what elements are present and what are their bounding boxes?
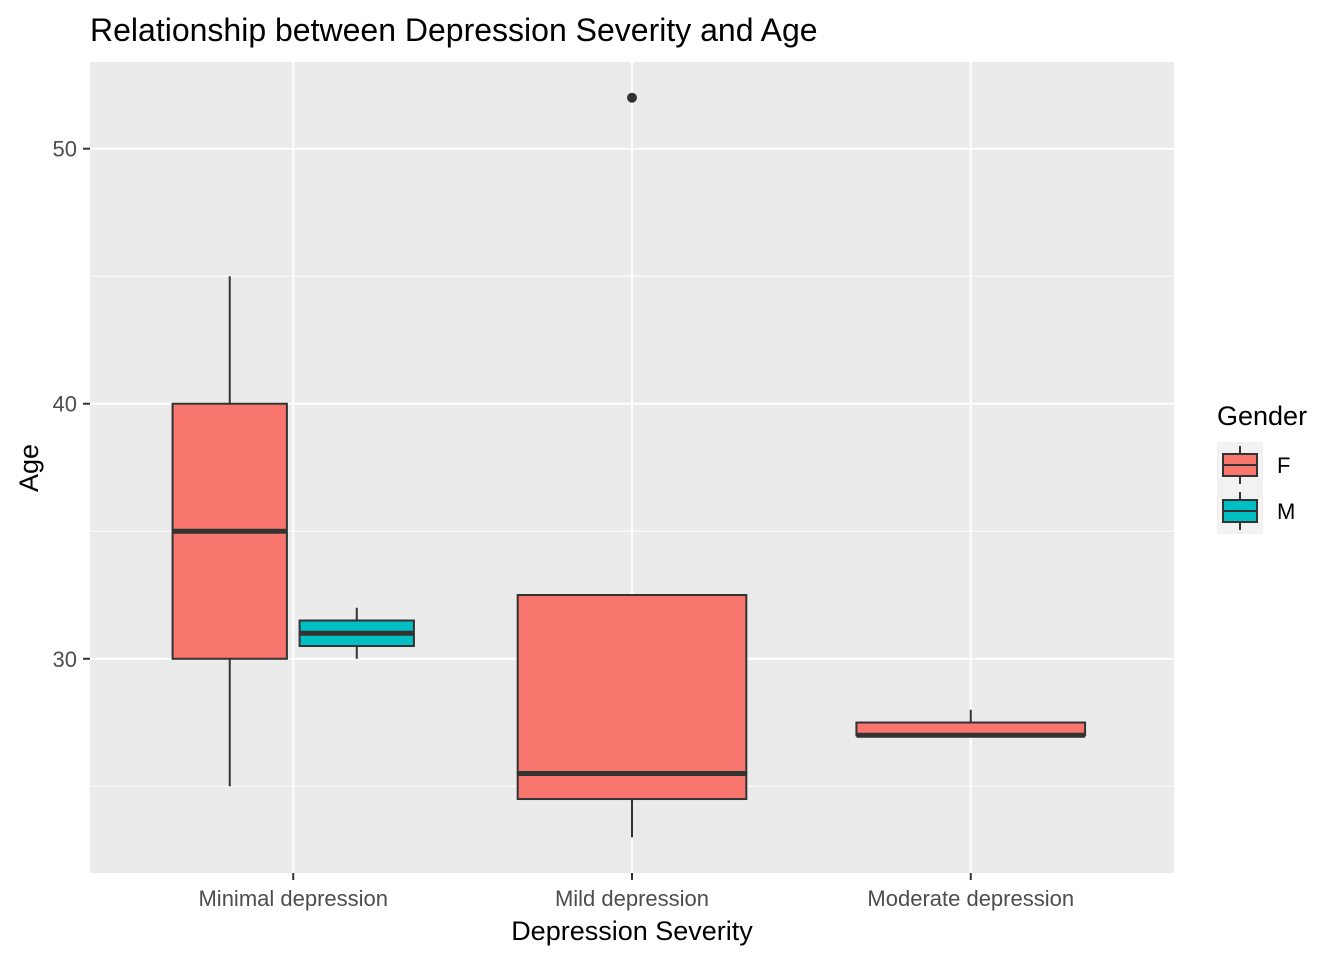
x-tick-label: Mild depression bbox=[555, 886, 709, 911]
legend-title: Gender bbox=[1217, 401, 1307, 431]
box-F-minimal-depression bbox=[171, 276, 288, 787]
y-tick-label: 50 bbox=[53, 137, 77, 162]
legend-item-M: M bbox=[1217, 488, 1295, 534]
box-F-moderate-depression bbox=[855, 709, 1087, 738]
box-F-mild-depression bbox=[516, 92, 748, 838]
legend-label: M bbox=[1277, 499, 1295, 524]
legend-label: F bbox=[1277, 453, 1290, 478]
y-tick-label: 30 bbox=[53, 647, 77, 672]
y-tick-label: 40 bbox=[53, 392, 77, 417]
box-M-minimal-depression bbox=[298, 607, 415, 659]
outlier-point bbox=[627, 92, 637, 103]
legend-item-F: F bbox=[1217, 442, 1290, 488]
x-tick-label: Minimal depression bbox=[198, 886, 388, 911]
y-axis-title: Age bbox=[14, 444, 44, 492]
chart-title: Relationship between Depression Severity… bbox=[90, 12, 818, 48]
box-layer bbox=[171, 92, 1087, 838]
legend: Gender FM bbox=[1217, 401, 1307, 534]
box-body bbox=[516, 594, 748, 801]
axis-layer: 30 40 50 Minimal depression Mild depression M… bbox=[53, 137, 1075, 911]
x-tick-label: Moderate depression bbox=[867, 886, 1074, 911]
x-axis-title: Depression Severity bbox=[511, 916, 753, 946]
